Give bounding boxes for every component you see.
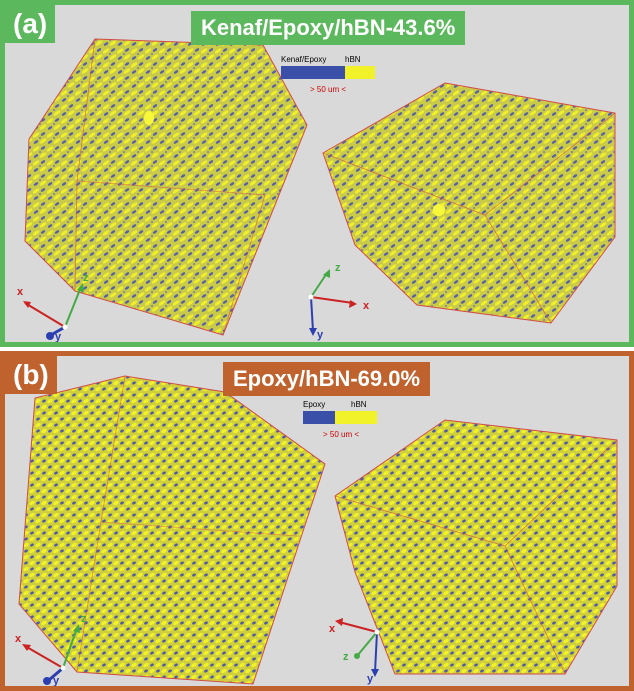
legend-a-label-matrix: Kenaf/Epoxy — [281, 55, 327, 64]
legend-a-label-filler: hBN — [345, 55, 361, 64]
panel-b-letter: (b) — [5, 356, 57, 394]
axes-triad-right — [308, 269, 357, 336]
left-x-label: x — [15, 633, 22, 645]
left-cube — [24, 38, 308, 336]
right-x-label: x — [363, 300, 370, 312]
panel-a-title: Kenaf/Epoxy/hBN-43.6% — [191, 11, 466, 45]
left-x-label: x — [17, 286, 24, 298]
legend-b-swatch-matrix — [303, 411, 335, 424]
left-y-label: y — [55, 331, 62, 342]
right-x-label: x — [329, 623, 336, 635]
panel-a-legend: Kenaf/Epoxy hBN > 50 um < — [281, 55, 375, 94]
left-z-label: z — [83, 272, 89, 284]
panel-a: x z y z x y (a) Kenaf/Epoxy/hBN-43.6% Ke… — [0, 0, 634, 347]
right-y-label: y — [317, 329, 324, 341]
left-y-label: y — [53, 675, 60, 686]
panel-b-legend: Epoxy hBN > 50 um < — [303, 400, 379, 439]
panel-b-scene: x z y x z y — [15, 375, 618, 686]
legend-a-swatch-matrix — [281, 66, 345, 79]
axes-triad-right — [335, 618, 380, 677]
panel-a-letter: (a) — [5, 5, 56, 43]
legend-b-scale: > 50 um < — [322, 430, 360, 439]
right-z-label: z — [335, 262, 341, 274]
axes-triad-left — [23, 283, 84, 340]
legend-b-label-filler: hBN — [351, 400, 367, 409]
legend-b-swatch-filler — [335, 411, 377, 424]
left-cube — [18, 375, 326, 685]
panel-b-title: Epoxy/hBN-69.0% — [223, 362, 431, 396]
legend-a-swatch-filler — [345, 66, 375, 79]
panel-a-scene: x z y z x y — [17, 38, 616, 342]
right-cube — [322, 82, 616, 324]
right-y-label: y — [367, 673, 374, 685]
panel-b: x z y x z y (b) Epoxy/hBN-69.0% Epoxy hB… — [0, 351, 634, 691]
right-cube — [334, 419, 618, 675]
axes-triad-left — [22, 624, 80, 685]
legend-b-label-matrix: Epoxy — [303, 400, 326, 409]
left-z-label: z — [81, 613, 87, 625]
right-z-label: z — [343, 651, 349, 663]
legend-a-scale: > 50 um < — [309, 85, 347, 94]
